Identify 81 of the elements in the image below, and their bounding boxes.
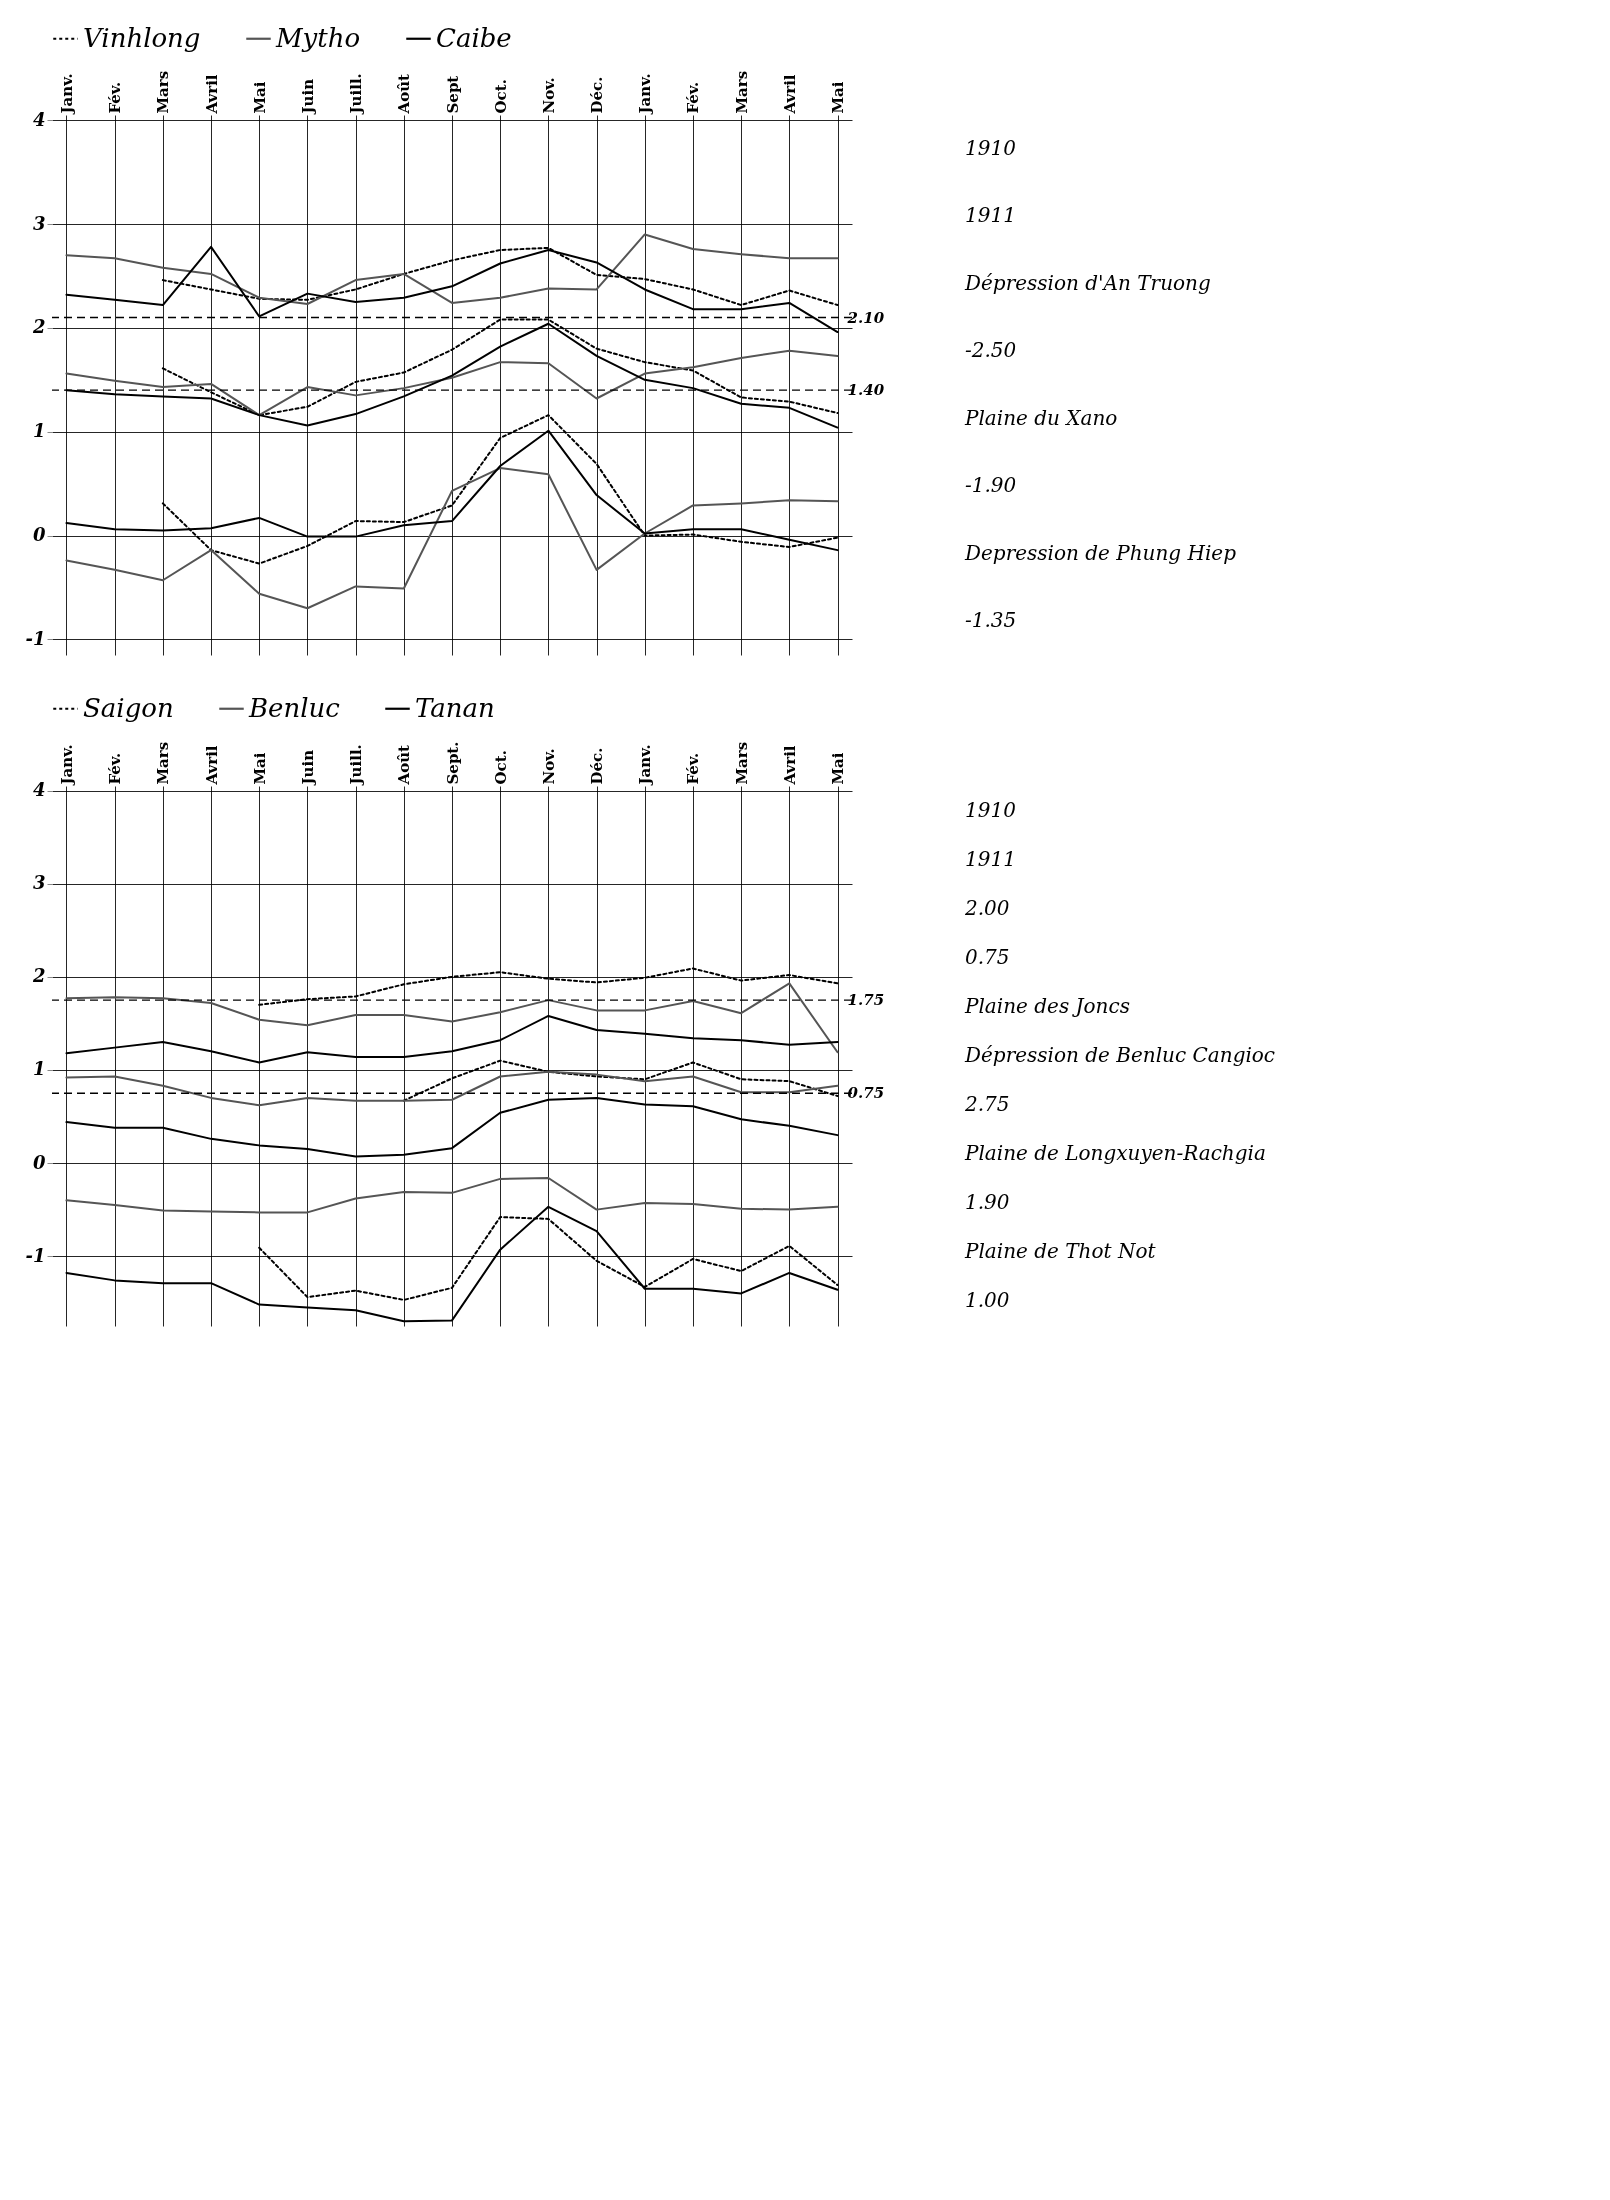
y-tick-label: 1	[32, 1058, 46, 1080]
x-tick-label: Août	[395, 744, 414, 786]
text: 1.90	[965, 1190, 1010, 1215]
x-tick-label: Août	[395, 73, 414, 115]
x-tick-label: Mars	[732, 70, 751, 114]
x-tick-label: Mai	[250, 752, 269, 785]
text: Plaine du Xano	[964, 405, 1118, 430]
y-tick-label: 4	[32, 779, 46, 801]
legend-label: Mytho	[275, 22, 361, 53]
text: 2.75	[964, 1092, 1010, 1117]
text: -1.90	[965, 473, 1017, 498]
ref-line-label: 0.75	[847, 1084, 885, 1103]
y-tick-label: 2	[31, 965, 46, 987]
x-tick-label: Oct.	[491, 79, 510, 114]
x-tick-label: Janv.	[57, 73, 76, 116]
x-tick-label: Janv.	[636, 744, 655, 787]
text: 1911	[965, 846, 1016, 871]
text: -2.50	[965, 338, 1017, 363]
legend-label: Caibe	[436, 22, 512, 53]
text: Dépression d'An Truong	[964, 270, 1211, 295]
line-series	[65, 982, 839, 1054]
text: Plaine de Thot Not	[964, 1239, 1157, 1264]
x-tick-label: Janv.	[57, 744, 76, 787]
x-tick-label: Fév.	[684, 81, 703, 114]
x-tick-label: Sept	[443, 75, 462, 114]
x-tick-label: Fév.	[684, 752, 703, 785]
x-tick-label: Mars	[154, 70, 173, 114]
legend-label: Benluc	[248, 692, 341, 723]
y-tick-label: 4	[32, 108, 46, 130]
x-tick-label: Juill.	[347, 73, 366, 116]
y-tick-label: 0	[32, 1151, 46, 1173]
text: -1.35	[965, 608, 1017, 633]
x-tick-label: Nov.	[539, 748, 558, 785]
y-tick-label: 2	[31, 316, 46, 338]
x-tick-label: Fév.	[106, 81, 125, 114]
x-tick-label: Juin	[298, 749, 317, 787]
x-tick-label: Avril	[202, 745, 221, 786]
text: Plaine de Longxuyen-Rachgia	[964, 1141, 1266, 1166]
legend-label: Saigon	[83, 692, 174, 723]
x-tick-label: Janv.	[636, 73, 655, 116]
legend-label: Vinhlong	[83, 22, 201, 53]
y-tick-label: 3	[32, 212, 46, 234]
x-tick-label: Nov.	[539, 77, 558, 114]
text: 1910	[965, 797, 1017, 822]
ref-line-label: 1.40	[847, 381, 885, 400]
text: 1.00	[965, 1288, 1010, 1313]
y-tick-label: -1	[25, 1244, 46, 1266]
line-series	[65, 467, 839, 610]
x-tick-label: Sept.	[443, 741, 462, 785]
x-tick-label: Avril	[780, 745, 799, 786]
x-tick-label: Déc.	[588, 76, 607, 114]
y-tick-label: 3	[32, 872, 46, 894]
x-tick-label: Fév.	[106, 752, 125, 785]
x-tick-label: Juill.	[347, 744, 366, 787]
ref-line-label: 2.10	[846, 308, 885, 327]
x-tick-label: Oct.	[491, 750, 510, 785]
x-tick-label: Mai	[829, 752, 848, 785]
text: Plaine des Joncs	[964, 993, 1130, 1018]
text: Dépression de Benluc Cangioc	[964, 1043, 1276, 1067]
line-series	[65, 1176, 839, 1214]
x-tick-label: Mars	[732, 741, 751, 785]
legend-label: Tanan	[415, 692, 495, 723]
x-tick-label: Juin	[298, 78, 317, 116]
x-tick-label: Déc.	[588, 747, 607, 785]
text: 2.00	[964, 895, 1010, 920]
y-tick-label: -1	[25, 627, 46, 649]
text: 1911	[965, 203, 1016, 228]
text: 1910	[965, 135, 1017, 160]
x-tick-label: Mai	[250, 81, 269, 114]
x-tick-label: Avril	[780, 74, 799, 115]
line-series	[65, 349, 839, 417]
text: 0.75	[965, 944, 1010, 969]
x-tick-label: Mai	[829, 81, 848, 114]
line-series	[65, 1070, 839, 1107]
y-tick-label: 0	[32, 524, 46, 546]
line-series	[65, 233, 839, 305]
y-tick-label: 1	[32, 420, 46, 442]
x-tick-label: Avril	[202, 74, 221, 115]
x-tick-label: Mars	[154, 741, 173, 785]
ref-line-label: 1.75	[847, 991, 885, 1010]
text: Depression de Phung Hiep	[964, 540, 1237, 565]
